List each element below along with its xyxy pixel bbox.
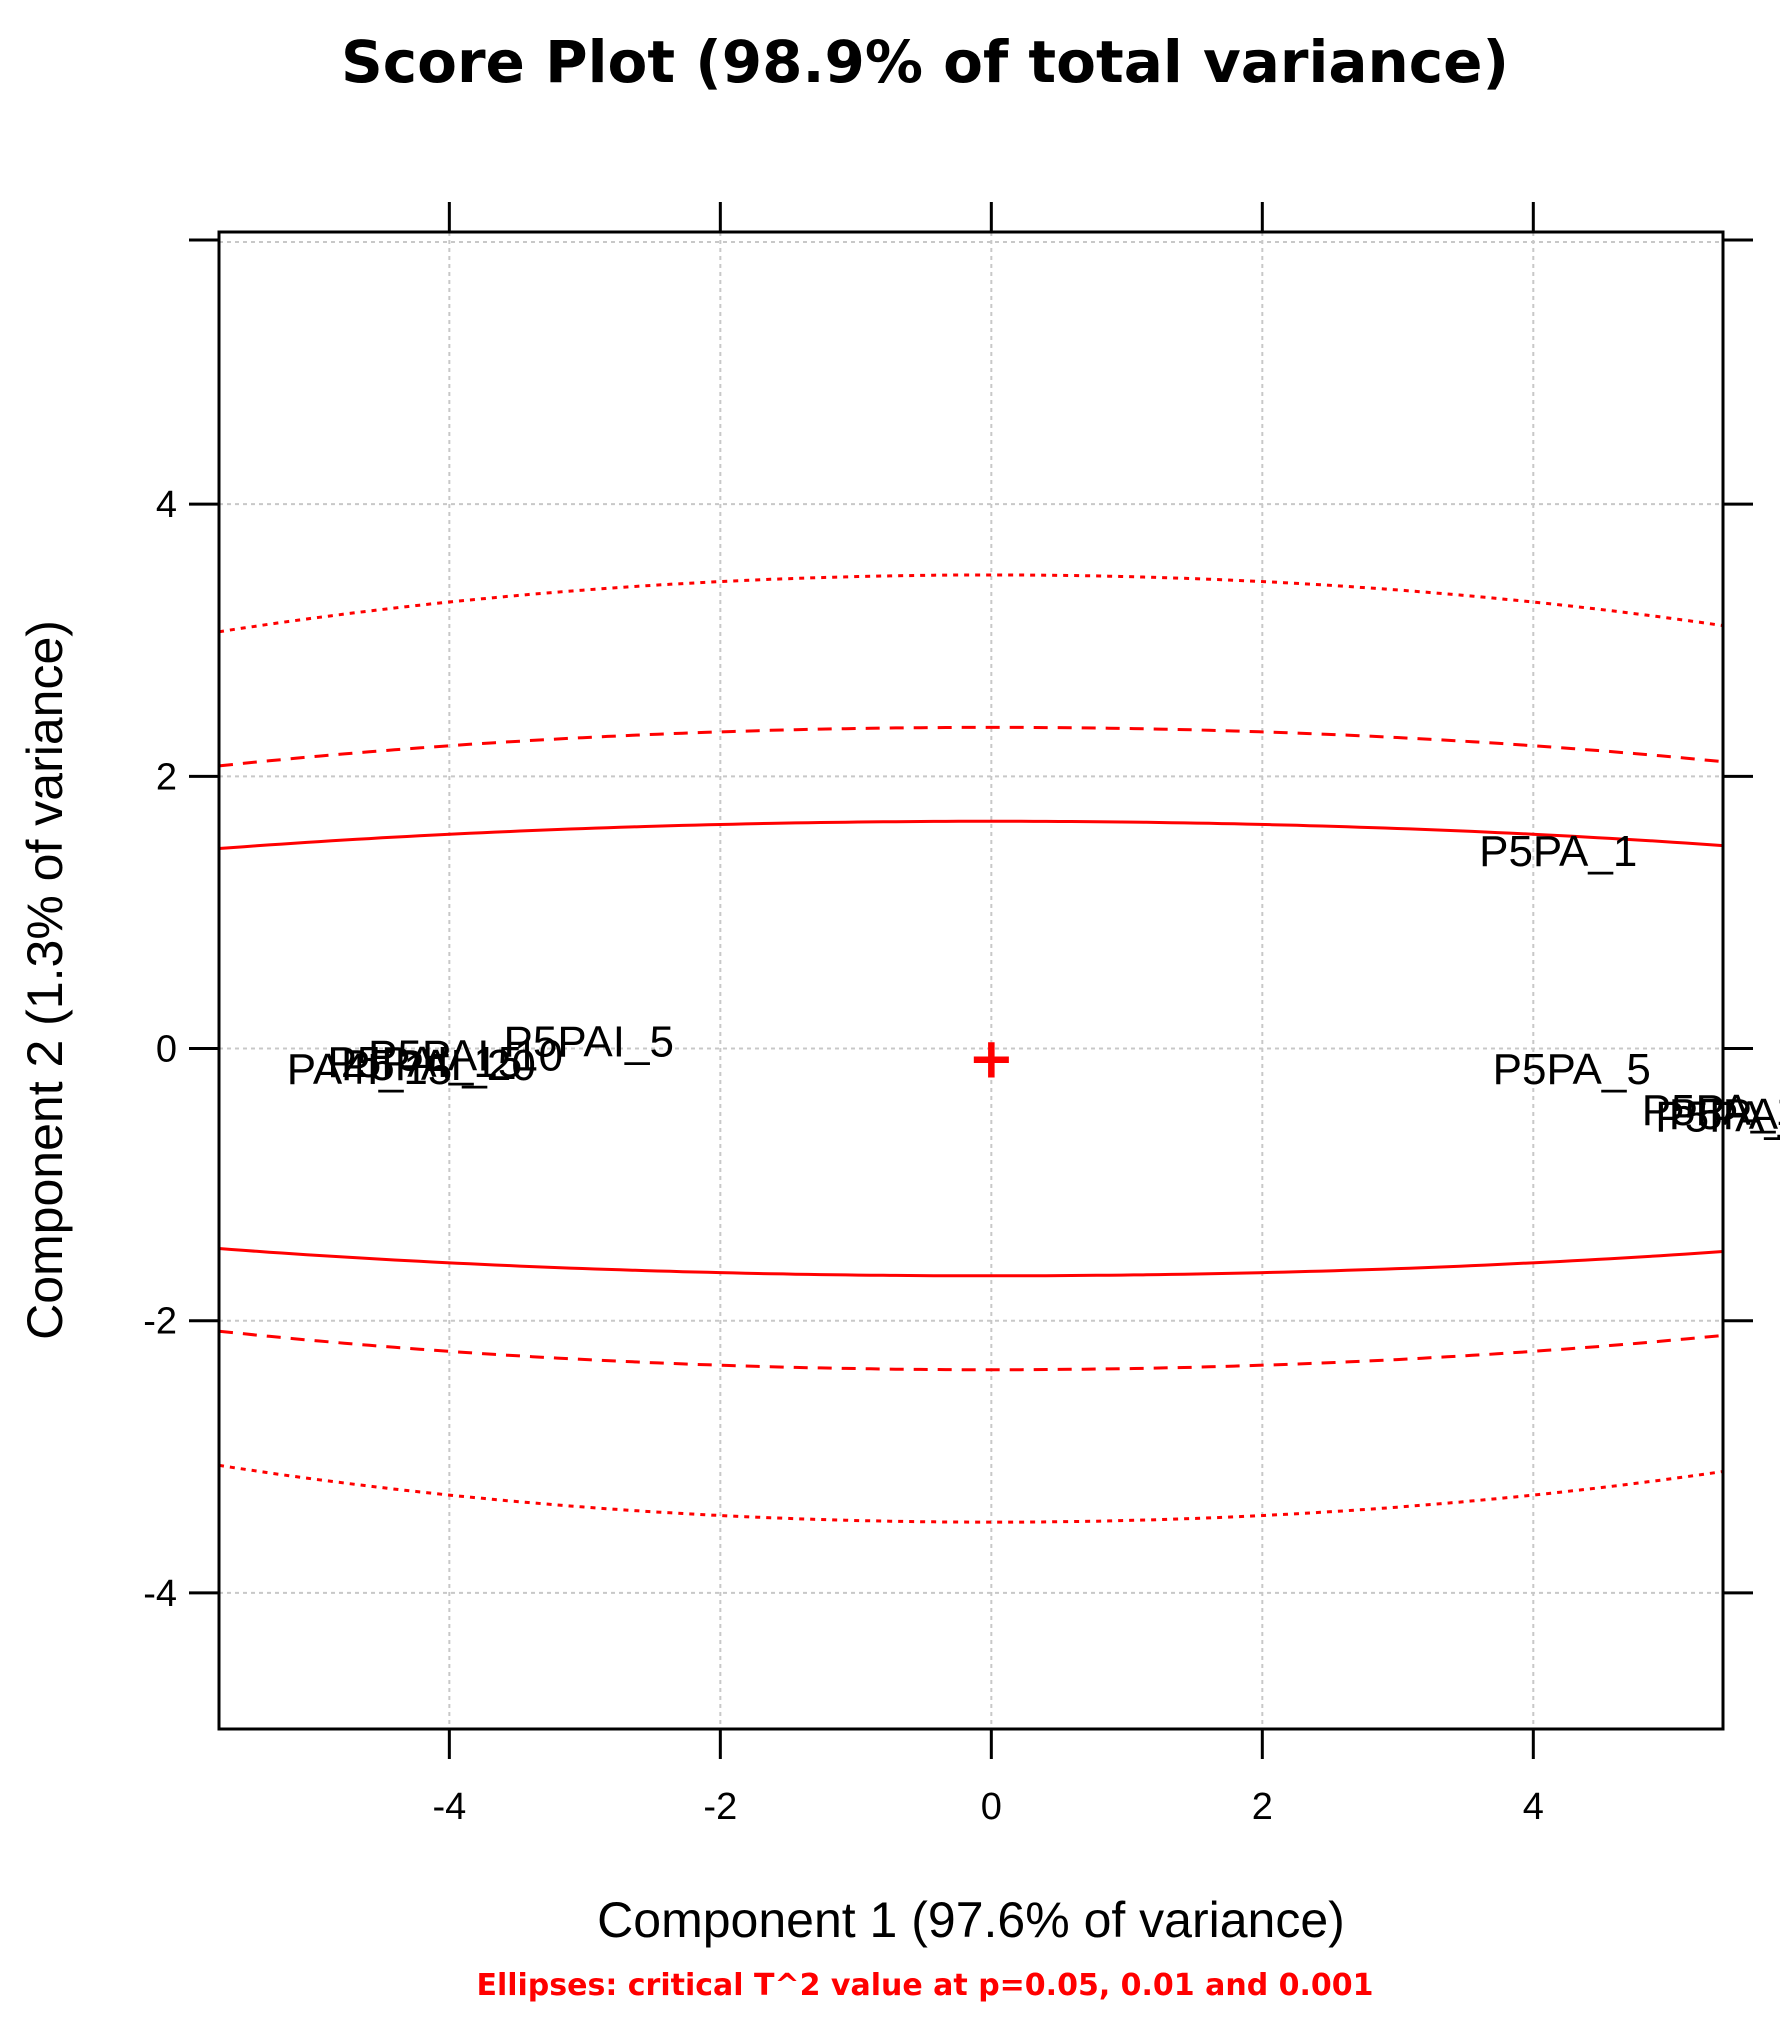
point-label-p5pai-5: P5PAI_5	[504, 1018, 674, 1067]
x-tick-label: 4	[1523, 1786, 1544, 1828]
center-marker-group: +	[968, 1026, 1015, 1091]
point-label-p5pai-10: P5PAI_10	[368, 1031, 563, 1080]
x-tick-label: -4	[432, 1786, 466, 1828]
x-tick-label: 2	[1252, 1786, 1273, 1828]
ellipse-arc-upper-p0.05	[218, 819, 1724, 850]
confidence-ellipses	[218, 573, 1724, 1524]
ellipse-arc-upper-p0.001	[218, 573, 1724, 634]
ellipse-arc-upper-p0.01	[218, 725, 1724, 768]
point-label-p5pa-1: P5PA_1	[1479, 827, 1637, 876]
point-label-p5pai-20: P5PAI_20	[341, 1041, 536, 1090]
ellipse-arc-lower-p0.001	[218, 1463, 1724, 1524]
axis-ticks: -4 -2 0 2 4 -4 -2 0 2 4	[143, 202, 1753, 1828]
y-tick-label: 2	[156, 756, 177, 798]
y-tick-label: 4	[156, 484, 177, 526]
x-tick-label: -2	[703, 1786, 737, 1828]
y-tick-label: -4	[143, 1573, 177, 1615]
y-tick-label: 0	[156, 1029, 177, 1071]
y-axis-label: Component 2 (1.3% of variance)	[17, 620, 73, 1340]
point-label-pa4i-15: PA4I_15	[287, 1045, 453, 1094]
x-axis-label: Component 1 (97.6% of variance)	[597, 1892, 1345, 1948]
score-points: P5PA_1P5PA_5P5PA_10P5PA_15P5PA_20P5PAI_5…	[287, 827, 1780, 1141]
point-label-p5pa-5: P5PA_5	[1493, 1045, 1651, 1094]
x-tick-label: 0	[981, 1786, 1002, 1828]
point-label-p5pa-15: P5PA_15	[1655, 1093, 1780, 1142]
ellipse-footnote: Ellipses: critical T^2 value at p=0.05, …	[476, 1968, 1373, 2003]
plot-frame	[217, 230, 1725, 1731]
y-tick-label: -2	[143, 1301, 177, 1343]
point-label-p5pa-10: P5PA_10	[1642, 1086, 1780, 1135]
point-label-p5pai-15: P5PAI_15	[327, 1038, 522, 1087]
grid-lines	[219, 232, 1723, 1729]
center-marker: +	[968, 1026, 1015, 1091]
ellipse-arc-lower-p0.05	[218, 1247, 1724, 1278]
chart-title: Score Plot (98.9% of total variance)	[341, 28, 1509, 96]
ellipse-arc-lower-p0.01	[218, 1329, 1724, 1372]
